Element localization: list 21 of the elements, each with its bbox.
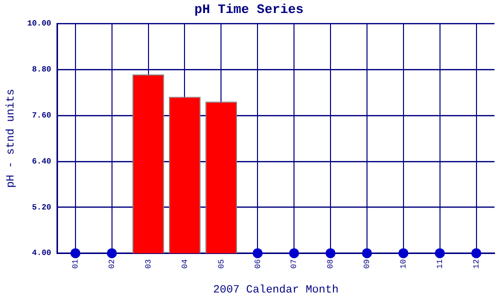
x-tick-label: 01 <box>72 259 81 269</box>
y-tick-label: 6.40 <box>32 157 52 166</box>
y-tick-label: 8.80 <box>32 66 52 75</box>
x-tick-label: 02 <box>108 259 117 269</box>
y-tick-label: 5.20 <box>32 203 52 212</box>
x-tick-label: 11 <box>436 259 445 269</box>
y-tick-label: 7.60 <box>32 111 52 120</box>
x-tick-label: 04 <box>180 259 190 269</box>
x-tick-label: 08 <box>326 259 336 269</box>
x-tick-label: 03 <box>144 259 154 269</box>
x-tick-label: 12 <box>472 259 482 269</box>
x-axis-title: 2007 Calendar Month <box>213 284 339 296</box>
y-axis-title: pH - stnd units <box>6 88 18 188</box>
chart-title: pH Time Series <box>194 2 304 18</box>
x-tick-label: 06 <box>254 259 263 269</box>
x-tick-label: 09 <box>363 259 372 269</box>
y-tick-label: 4.00 <box>32 249 52 258</box>
x-tick-label: 10 <box>400 259 409 269</box>
x-tick-label: 07 <box>290 259 300 269</box>
y-tick-label: 10.00 <box>27 20 52 29</box>
x-tick-label: 05 <box>217 259 226 269</box>
